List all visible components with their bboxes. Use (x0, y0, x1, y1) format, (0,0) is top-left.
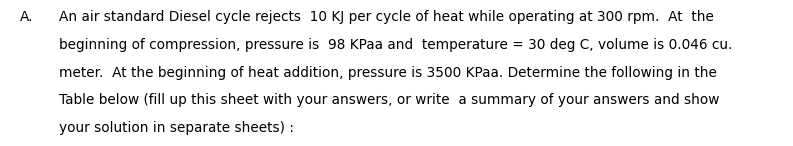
Text: your solution in separate sheets) :: your solution in separate sheets) : (59, 121, 294, 135)
Text: Table below (fill up this sheet with your answers, or write  a summary of your a: Table below (fill up this sheet with you… (59, 93, 720, 107)
Text: An air standard Diesel cycle rejects  10 KJ per cycle of heat while operating at: An air standard Diesel cycle rejects 10 … (59, 10, 714, 24)
Text: A.: A. (20, 10, 33, 24)
Text: beginning of compression, pressure is  98 KPaa and  temperature = 30 deg C, volu: beginning of compression, pressure is 98… (59, 38, 733, 52)
Text: meter.  At the beginning of heat addition, pressure is 3500 KPaa. Determine the : meter. At the beginning of heat addition… (59, 66, 718, 80)
